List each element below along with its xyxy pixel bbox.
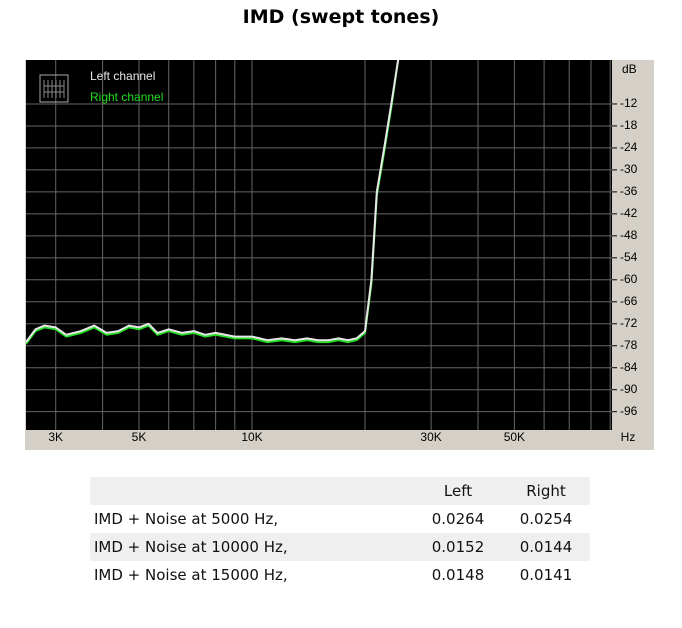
grid <box>26 60 617 430</box>
y-tick-label: -90 <box>620 382 638 396</box>
x-tick-label: 5K <box>132 430 147 444</box>
row-label: IMD + Noise at 10000 Hz, <box>94 538 288 556</box>
y-tick-label: -72 <box>620 316 638 330</box>
legend-icon-grid <box>43 80 65 98</box>
column-header: Left <box>443 482 473 500</box>
y-unit: dB <box>622 62 637 76</box>
cell: 0.0144 <box>519 538 573 556</box>
cell: 0.0152 <box>431 538 485 556</box>
chart: Left channel Right channel dB Hz -12 -18 -… <box>25 60 654 450</box>
cell: 0.0264 <box>431 510 485 528</box>
y-tick-label: -42 <box>620 206 638 220</box>
column-header: Right <box>526 482 566 500</box>
y-tick-label: -66 <box>620 294 638 308</box>
x-tick-label: 50K <box>504 430 525 444</box>
cell: 0.0254 <box>519 510 573 528</box>
series-line <box>26 60 400 343</box>
y-tick-label: -96 <box>620 404 638 418</box>
plot-area <box>26 60 612 430</box>
x-tick-label: 3K <box>48 430 63 444</box>
y-tick-label: -84 <box>620 360 638 374</box>
legend-entry: Right channel <box>90 90 163 104</box>
legend-entry: Left channel <box>90 69 155 83</box>
y-tick-label: -78 <box>620 338 638 352</box>
y-tick-label: -24 <box>620 140 638 154</box>
series-line <box>26 60 400 345</box>
y-tick-label: -36 <box>620 184 638 198</box>
y-tick-label: -48 <box>620 228 638 242</box>
y-tick-label: -60 <box>620 272 638 286</box>
y-tick-label: -12 <box>620 96 638 110</box>
y-tick-label: -30 <box>620 162 638 176</box>
legend: Left channel Right channel <box>39 69 163 104</box>
x-unit: Hz <box>621 430 636 444</box>
y-tick-label: -54 <box>620 250 638 264</box>
y-tick-label: -18 <box>620 118 638 132</box>
x-tick-label: 10K <box>241 430 262 444</box>
legend-icon <box>39 74 69 103</box>
row-label: IMD + Noise at 15000 Hz, <box>94 566 288 584</box>
x-tick-label: 30K <box>420 430 441 444</box>
row-label: IMD + Noise at 5000 Hz, <box>94 510 279 528</box>
cell: 0.0148 <box>431 566 485 584</box>
lines <box>26 60 400 345</box>
results-table: Left Right IMD + Noise at 5000 Hz, 0.0264 0… <box>90 477 590 589</box>
cell: 0.0141 <box>519 566 573 584</box>
chart-title: IMD (swept tones) <box>242 6 440 28</box>
